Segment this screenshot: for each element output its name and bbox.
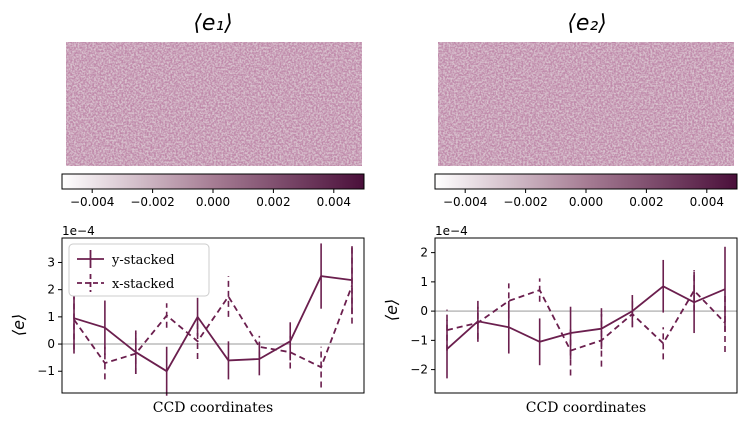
line-plot-e1: −1 0 1 2 3 [37,237,365,396]
y-tick-label: 1 [47,310,55,324]
colorbar-tick-label: −0.004 [443,195,487,209]
plot-frame [61,237,365,394]
colorbar-tick-label: 0.000 [196,195,230,209]
colorbar-tick-label: −0.002 [130,195,174,209]
map-title-e2: ⟨e₂⟩ [567,11,607,36]
series-line-y-stacked [73,275,353,373]
y-tick-label: 2 [47,283,55,297]
y-tick-label: −1 [37,364,55,378]
legend: y-stacked x-stacked [68,243,210,297]
legend-y-stacked: y-stacked [111,253,175,268]
y-tick-label: 0 [47,337,55,351]
series-line-x-stacked [446,288,726,352]
line-plot-e2: −2 −1 0 1 2 [410,237,738,394]
colorbar-tick-label: 0.004 [690,195,724,209]
map-title-e1: ⟨e₁⟩ [193,11,233,36]
y-tick-label: 0 [420,304,428,318]
colorbar-tick-label: −0.004 [70,195,114,209]
colorbar-tick-label: −0.002 [503,195,547,209]
y-tick-label: −2 [410,363,428,377]
map-panel-e2 [438,42,734,166]
series-line-y-stacked [446,285,726,350]
y-tick-label: 2 [420,246,428,260]
map-panel-e1 [66,42,362,166]
ylabel-left: ⟨e⟩ [9,314,28,336]
y-tick-label: 1 [420,275,428,289]
xlabel-right: CCD coordinates [526,400,646,416]
scale-label-left: 1e−4 [62,224,95,238]
plot-frame [434,237,738,394]
colorbar-e2: −0.004 −0.002 0.000 0.002 0.004 [434,173,738,209]
y-tick-label: 3 [47,255,55,269]
scale-label-right: 1e−4 [435,224,468,238]
colorbar-tick-label: 0.004 [317,195,351,209]
y-tick-label: −1 [410,333,428,347]
legend-x-stacked: x-stacked [112,277,174,292]
colorbar-e1: −0.004 −0.002 0.000 0.002 0.004 [61,173,365,209]
series-line-x-stacked [73,285,353,369]
colorbar-tick-label: 0.002 [629,195,663,209]
xlabel-left: CCD coordinates [153,400,273,416]
ylabel-right: ⟨e⟩ [382,299,401,321]
colorbar-tick-label: 0.000 [569,195,603,209]
colorbar-tick-label: 0.002 [256,195,290,209]
